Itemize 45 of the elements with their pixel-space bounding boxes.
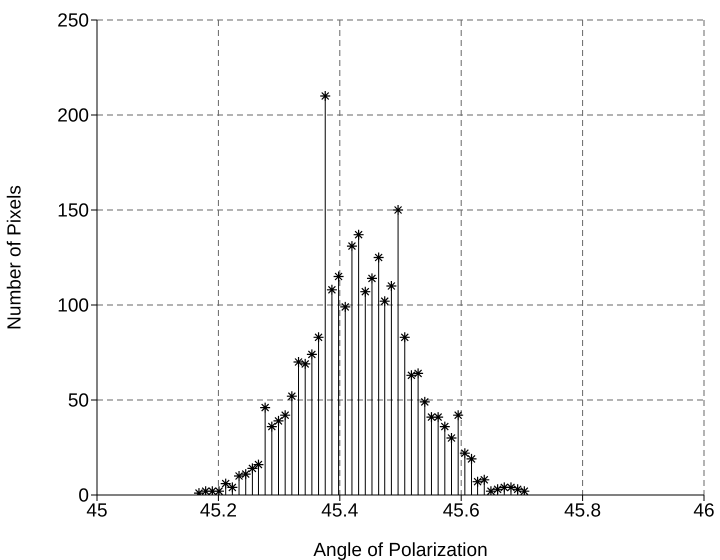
point xyxy=(459,448,470,459)
point xyxy=(518,486,530,495)
y-tick-label: 200 xyxy=(57,106,89,127)
point xyxy=(426,412,438,423)
x-tick-label: 45.6 xyxy=(442,500,480,522)
x-tick-label: 46 xyxy=(693,500,715,522)
point xyxy=(512,484,524,495)
point xyxy=(312,332,324,343)
point xyxy=(439,421,450,432)
x-axis-title: Angle of Polarization xyxy=(313,540,488,560)
point xyxy=(286,390,298,402)
y-axis-title: Number of Pixels xyxy=(4,185,26,330)
point xyxy=(386,280,397,292)
point xyxy=(360,286,371,298)
point xyxy=(220,478,232,490)
point xyxy=(353,229,364,240)
x-tick-label: 45.2 xyxy=(200,500,237,522)
y-tick-label: 50 xyxy=(68,390,89,412)
point xyxy=(326,284,338,296)
x-tick-label: 45 xyxy=(86,500,108,522)
y-tick-label: 150 xyxy=(57,200,89,222)
y-tick-label: 0 xyxy=(78,486,89,507)
x-tick-label: 45.8 xyxy=(564,500,602,522)
y-tick-label: 250 xyxy=(57,10,89,32)
point xyxy=(260,402,271,414)
point xyxy=(373,252,384,264)
point xyxy=(366,272,378,284)
point xyxy=(399,332,410,343)
y-tick-label: 100 xyxy=(57,296,89,317)
point xyxy=(306,348,318,360)
point xyxy=(346,240,358,252)
point xyxy=(320,90,331,102)
point xyxy=(466,453,478,464)
point xyxy=(419,396,430,408)
point xyxy=(452,410,464,421)
point xyxy=(340,301,351,312)
point xyxy=(446,432,458,444)
point xyxy=(292,356,304,368)
point xyxy=(226,482,238,493)
point xyxy=(213,486,225,495)
point xyxy=(379,296,390,307)
x-tick-label: 45.4 xyxy=(321,500,359,522)
point xyxy=(332,270,344,282)
point xyxy=(392,204,404,216)
point xyxy=(206,486,218,495)
